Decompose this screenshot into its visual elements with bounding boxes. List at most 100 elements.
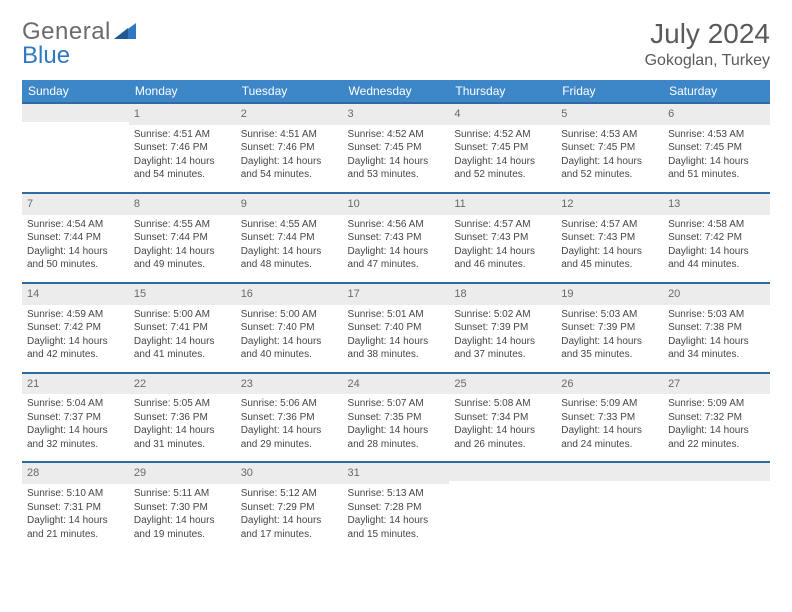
- calendar-day-cell: 28Sunrise: 5:10 AMSunset: 7:31 PMDayligh…: [22, 462, 129, 551]
- calendar-day-cell: 29Sunrise: 5:11 AMSunset: 7:30 PMDayligh…: [129, 462, 236, 551]
- day-body: Sunrise: 4:54 AMSunset: 7:44 PMDaylight:…: [22, 215, 129, 282]
- day-body: Sunrise: 5:00 AMSunset: 7:40 PMDaylight:…: [236, 305, 343, 372]
- day-body: Sunrise: 4:53 AMSunset: 7:45 PMDaylight:…: [556, 125, 663, 192]
- day-sunset: Sunset: 7:41 PM: [134, 321, 231, 335]
- calendar-week-row: 7Sunrise: 4:54 AMSunset: 7:44 PMDaylight…: [22, 193, 770, 283]
- day-body: Sunrise: 4:57 AMSunset: 7:43 PMDaylight:…: [449, 215, 556, 282]
- day-sunset: Sunset: 7:45 PM: [561, 141, 658, 155]
- calendar-day-cell: 14Sunrise: 4:59 AMSunset: 7:42 PMDayligh…: [22, 283, 129, 373]
- day-number: 13: [663, 194, 770, 215]
- day-body: Sunrise: 4:51 AMSunset: 7:46 PMDaylight:…: [236, 125, 343, 192]
- day-daylight: Daylight: 14 hours and 53 minutes.: [348, 155, 445, 182]
- calendar-day-cell: 27Sunrise: 5:09 AMSunset: 7:32 PMDayligh…: [663, 373, 770, 463]
- day-sunrise: Sunrise: 5:10 AM: [27, 487, 124, 501]
- day-sunset: Sunset: 7:45 PM: [454, 141, 551, 155]
- day-daylight: Daylight: 14 hours and 41 minutes.: [134, 335, 231, 362]
- day-body: Sunrise: 5:12 AMSunset: 7:29 PMDaylight:…: [236, 484, 343, 551]
- brand-triangle-icon: [114, 23, 136, 39]
- day-sunset: Sunset: 7:46 PM: [134, 141, 231, 155]
- day-body: Sunrise: 5:11 AMSunset: 7:30 PMDaylight:…: [129, 484, 236, 551]
- day-number: [22, 104, 129, 122]
- day-body: Sunrise: 5:03 AMSunset: 7:38 PMDaylight:…: [663, 305, 770, 372]
- day-daylight: Daylight: 14 hours and 32 minutes.: [27, 424, 124, 451]
- day-daylight: Daylight: 14 hours and 45 minutes.: [561, 245, 658, 272]
- day-daylight: Daylight: 14 hours and 52 minutes.: [454, 155, 551, 182]
- day-body: [22, 122, 129, 135]
- day-number: 29: [129, 463, 236, 484]
- day-daylight: Daylight: 14 hours and 15 minutes.: [348, 514, 445, 541]
- day-daylight: Daylight: 14 hours and 47 minutes.: [348, 245, 445, 272]
- day-number: [663, 463, 770, 481]
- day-body: Sunrise: 5:00 AMSunset: 7:41 PMDaylight:…: [129, 305, 236, 372]
- day-sunrise: Sunrise: 4:59 AM: [27, 308, 124, 322]
- day-sunset: Sunset: 7:31 PM: [27, 501, 124, 515]
- day-number: 16: [236, 284, 343, 305]
- day-sunrise: Sunrise: 5:08 AM: [454, 397, 551, 411]
- day-sunset: Sunset: 7:42 PM: [27, 321, 124, 335]
- day-daylight: Daylight: 14 hours and 50 minutes.: [27, 245, 124, 272]
- day-body: Sunrise: 4:52 AMSunset: 7:45 PMDaylight:…: [449, 125, 556, 192]
- day-sunset: Sunset: 7:29 PM: [241, 501, 338, 515]
- day-sunset: Sunset: 7:43 PM: [454, 231, 551, 245]
- day-body: Sunrise: 5:09 AMSunset: 7:33 PMDaylight:…: [556, 394, 663, 461]
- day-number: 23: [236, 374, 343, 395]
- calendar-day-cell: 3Sunrise: 4:52 AMSunset: 7:45 PMDaylight…: [343, 103, 450, 193]
- day-daylight: Daylight: 14 hours and 35 minutes.: [561, 335, 658, 362]
- day-sunset: Sunset: 7:39 PM: [454, 321, 551, 335]
- calendar-day-cell: 24Sunrise: 5:07 AMSunset: 7:35 PMDayligh…: [343, 373, 450, 463]
- weekday-thursday: Thursday: [449, 80, 556, 103]
- day-daylight: Daylight: 14 hours and 38 minutes.: [348, 335, 445, 362]
- day-body: [556, 481, 663, 494]
- day-sunset: Sunset: 7:44 PM: [241, 231, 338, 245]
- day-daylight: Daylight: 14 hours and 46 minutes.: [454, 245, 551, 272]
- day-body: Sunrise: 5:09 AMSunset: 7:32 PMDaylight:…: [663, 394, 770, 461]
- day-sunset: Sunset: 7:36 PM: [134, 411, 231, 425]
- day-sunset: Sunset: 7:40 PM: [241, 321, 338, 335]
- title-block: July 2024 Gokoglan, Turkey: [645, 18, 770, 70]
- calendar-day-cell: 16Sunrise: 5:00 AMSunset: 7:40 PMDayligh…: [236, 283, 343, 373]
- calendar-body: 1Sunrise: 4:51 AMSunset: 7:46 PMDaylight…: [22, 103, 770, 551]
- day-sunrise: Sunrise: 4:51 AM: [134, 128, 231, 142]
- day-daylight: Daylight: 14 hours and 40 minutes.: [241, 335, 338, 362]
- day-daylight: Daylight: 14 hours and 44 minutes.: [668, 245, 765, 272]
- calendar-day-cell: [663, 462, 770, 551]
- calendar-table: Sunday Monday Tuesday Wednesday Thursday…: [22, 80, 770, 551]
- day-sunset: Sunset: 7:38 PM: [668, 321, 765, 335]
- day-daylight: Daylight: 14 hours and 34 minutes.: [668, 335, 765, 362]
- day-daylight: Daylight: 14 hours and 24 minutes.: [561, 424, 658, 451]
- day-sunrise: Sunrise: 4:54 AM: [27, 218, 124, 232]
- day-sunrise: Sunrise: 5:00 AM: [134, 308, 231, 322]
- day-sunrise: Sunrise: 4:52 AM: [454, 128, 551, 142]
- day-sunrise: Sunrise: 5:04 AM: [27, 397, 124, 411]
- day-sunset: Sunset: 7:34 PM: [454, 411, 551, 425]
- calendar-day-cell: 10Sunrise: 4:56 AMSunset: 7:43 PMDayligh…: [343, 193, 450, 283]
- day-number: 9: [236, 194, 343, 215]
- day-body: Sunrise: 4:55 AMSunset: 7:44 PMDaylight:…: [236, 215, 343, 282]
- calendar-day-cell: 18Sunrise: 5:02 AMSunset: 7:39 PMDayligh…: [449, 283, 556, 373]
- day-sunset: Sunset: 7:44 PM: [27, 231, 124, 245]
- day-body: Sunrise: 4:53 AMSunset: 7:45 PMDaylight:…: [663, 125, 770, 192]
- calendar-day-cell: 31Sunrise: 5:13 AMSunset: 7:28 PMDayligh…: [343, 462, 450, 551]
- calendar-day-cell: [556, 462, 663, 551]
- day-body: [663, 481, 770, 494]
- day-sunrise: Sunrise: 5:03 AM: [668, 308, 765, 322]
- calendar-day-cell: 20Sunrise: 5:03 AMSunset: 7:38 PMDayligh…: [663, 283, 770, 373]
- day-number: 31: [343, 463, 450, 484]
- day-number: 3: [343, 104, 450, 125]
- day-number: 19: [556, 284, 663, 305]
- calendar-day-cell: 17Sunrise: 5:01 AMSunset: 7:40 PMDayligh…: [343, 283, 450, 373]
- calendar-day-cell: 9Sunrise: 4:55 AMSunset: 7:44 PMDaylight…: [236, 193, 343, 283]
- day-daylight: Daylight: 14 hours and 48 minutes.: [241, 245, 338, 272]
- day-sunset: Sunset: 7:32 PM: [668, 411, 765, 425]
- calendar-day-cell: 5Sunrise: 4:53 AMSunset: 7:45 PMDaylight…: [556, 103, 663, 193]
- day-daylight: Daylight: 14 hours and 29 minutes.: [241, 424, 338, 451]
- title-location: Gokoglan, Turkey: [645, 52, 770, 70]
- calendar-day-cell: 25Sunrise: 5:08 AMSunset: 7:34 PMDayligh…: [449, 373, 556, 463]
- day-number: 4: [449, 104, 556, 125]
- day-sunrise: Sunrise: 5:13 AM: [348, 487, 445, 501]
- day-sunrise: Sunrise: 5:12 AM: [241, 487, 338, 501]
- day-sunset: Sunset: 7:45 PM: [348, 141, 445, 155]
- day-number: 5: [556, 104, 663, 125]
- calendar-day-cell: 15Sunrise: 5:00 AMSunset: 7:41 PMDayligh…: [129, 283, 236, 373]
- day-body: Sunrise: 5:02 AMSunset: 7:39 PMDaylight:…: [449, 305, 556, 372]
